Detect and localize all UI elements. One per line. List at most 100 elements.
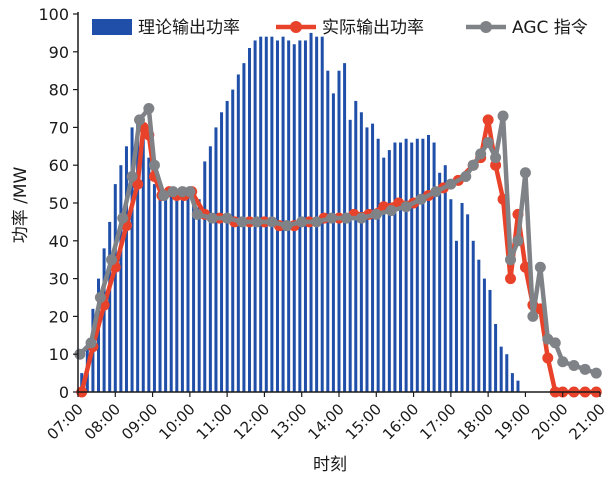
bar <box>186 191 190 392</box>
bar <box>343 63 347 392</box>
bar <box>259 36 263 393</box>
agc-command-point <box>568 360 580 372</box>
legend-label: 实际输出功率 <box>322 18 424 38</box>
agc-command-point <box>355 212 367 224</box>
x-tick-label: 18:00 <box>454 400 497 443</box>
y-tick-label: 40 <box>49 232 69 251</box>
actual-power-point <box>542 352 554 364</box>
bar <box>449 199 453 392</box>
x-tick-label: 13:00 <box>267 400 310 443</box>
bar <box>287 40 291 393</box>
bar <box>220 112 224 392</box>
bar <box>466 214 470 392</box>
agc-command-point <box>126 171 138 183</box>
agc-command-point <box>400 201 412 213</box>
agc-command-point <box>167 186 179 198</box>
agc-command-point <box>117 212 129 224</box>
legend-swatch-marker <box>290 21 302 33</box>
x-tick-label: 10:00 <box>155 400 198 443</box>
agc-command-point <box>143 103 155 114</box>
agc-command-point <box>85 337 97 349</box>
y-tick-label: 100 <box>38 5 69 24</box>
x-tick-label: 19:00 <box>491 400 534 443</box>
legend-label: AGC 指令 <box>512 18 588 38</box>
bar <box>426 134 430 392</box>
bar <box>236 74 240 392</box>
bar <box>309 32 313 393</box>
bar-series <box>80 32 520 393</box>
agc-command-point <box>158 189 170 201</box>
agc-command-point <box>236 216 248 228</box>
agc-command-point <box>184 186 196 198</box>
bar <box>130 127 134 393</box>
bar <box>169 195 173 392</box>
x-tick-label: 12:00 <box>230 400 273 443</box>
bar <box>119 165 123 392</box>
agc-command-point <box>148 159 160 171</box>
agc-command-point <box>94 292 106 303</box>
bar <box>124 146 128 392</box>
agc-command-point <box>251 216 263 228</box>
bar <box>264 36 268 393</box>
bar <box>482 278 486 392</box>
agc-command-line <box>77 106 599 376</box>
bar <box>494 323 498 392</box>
bar <box>337 70 341 392</box>
bar <box>399 142 403 392</box>
bar <box>97 278 101 392</box>
bar <box>315 36 319 393</box>
x-tick-label: 20:00 <box>528 400 571 443</box>
actual-power-point <box>505 273 517 285</box>
bar <box>488 289 492 392</box>
legend-label: 理论输出功率 <box>138 18 240 38</box>
y-tick-label: 50 <box>49 194 69 213</box>
x-tick-label: 09:00 <box>118 400 161 443</box>
y-axis-label: 功率 /MW <box>11 167 31 244</box>
bar <box>387 150 391 392</box>
agc-command-point <box>296 216 308 228</box>
agc-command-point <box>191 208 203 220</box>
y-tick-label: 80 <box>49 81 69 100</box>
agc-command-point <box>430 186 442 198</box>
x-tick-label: 16:00 <box>379 400 422 443</box>
bar <box>516 380 520 392</box>
bar <box>499 346 503 392</box>
legend-swatch-bar <box>92 19 132 35</box>
y-tick-label: 10 <box>49 345 69 364</box>
agc-command-point <box>74 348 86 360</box>
y-tick-label: 60 <box>49 156 69 175</box>
agc-command-point <box>385 205 397 217</box>
y-tick-label: 90 <box>49 43 69 62</box>
x-tick-label: 11:00 <box>193 400 236 443</box>
x-tick-label: 07:00 <box>44 400 87 443</box>
actual-power-point <box>490 159 502 171</box>
agc-command-point <box>415 193 427 205</box>
x-tick-label: 08:00 <box>81 400 124 443</box>
agc-command-point <box>534 261 546 273</box>
bar <box>102 248 106 392</box>
bar <box>298 40 302 393</box>
bar <box>141 131 145 392</box>
agc-command-point <box>557 356 569 368</box>
agc-command-point <box>326 212 338 224</box>
y-tick-label: 30 <box>49 270 69 289</box>
bar <box>270 36 274 393</box>
bar <box>175 191 179 392</box>
legend-swatch-marker <box>480 21 492 33</box>
y-tick-label: 0 <box>59 383 69 402</box>
agc-command-point <box>490 152 502 164</box>
agc-command-point <box>134 114 146 126</box>
agc-command-point <box>467 159 479 171</box>
agc-command-point <box>221 212 233 224</box>
agc-command-point <box>579 363 591 375</box>
agc-command-point <box>475 148 487 160</box>
agc-command-point <box>549 337 561 349</box>
bar <box>443 165 447 392</box>
x-tick-label: 21:00 <box>566 400 609 443</box>
bar <box>348 119 352 392</box>
agc-command-point <box>445 178 457 190</box>
bar <box>214 127 218 393</box>
bar <box>275 40 279 393</box>
